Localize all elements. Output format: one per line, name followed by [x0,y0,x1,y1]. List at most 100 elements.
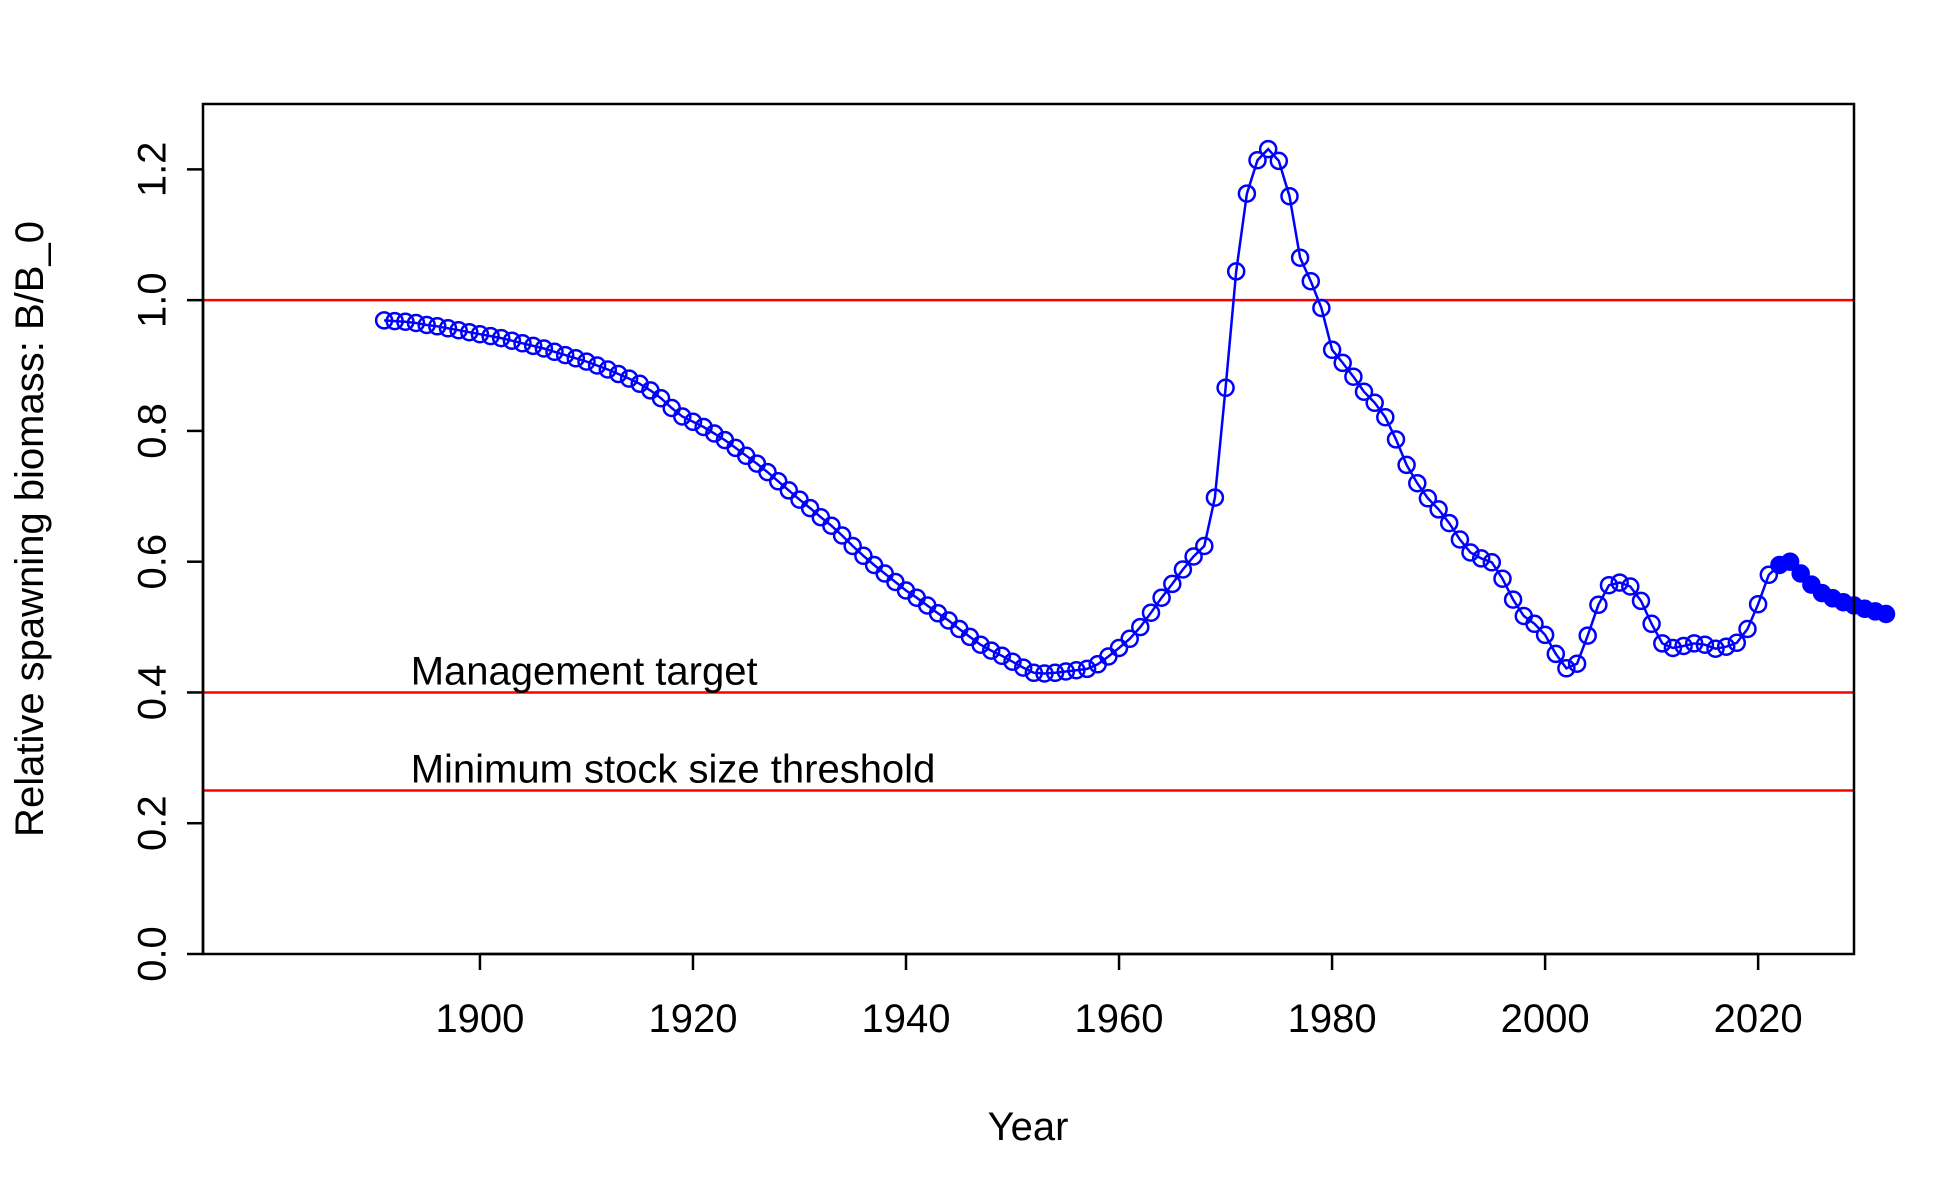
data-point [1333,353,1352,373]
data-point [1024,663,1044,683]
data-point [1344,367,1363,386]
data-point [1067,660,1086,680]
data-point [1184,547,1203,566]
data-point [1525,614,1544,634]
data-point [470,324,490,344]
data-point [1535,625,1555,645]
x-tick-label: 1920 [648,997,737,1041]
y-tick-label: 1.2 [131,142,175,198]
data-point [1653,634,1672,653]
axes: 1900 1920 1940 1960 1980 2000 2020 0.0 0.2 0.4 0.6… [131,142,1803,1041]
y-tick-label: 0.6 [131,534,175,590]
data-point [1599,575,1619,595]
data-point [1471,549,1491,568]
data-point [577,352,596,371]
data-point [1621,577,1640,596]
projection-point [1791,564,1810,583]
data-point [1141,603,1161,622]
data-point [1716,637,1736,656]
data-point [555,345,575,365]
data-point [374,311,394,330]
x-tick-label: 1900 [435,997,524,1041]
data-point [502,331,522,350]
data-point [1684,634,1704,653]
data-point [406,313,426,333]
data-point [683,412,703,432]
data-point [1045,663,1065,683]
data-point [385,311,404,331]
data-point [800,498,820,518]
data-point [513,334,532,353]
y-tick-label: 1.0 [131,272,175,328]
data-point [396,312,415,331]
data-point [491,328,511,348]
data-point [1131,617,1150,637]
data-point [1077,659,1097,679]
data-point [1429,500,1448,519]
y-axis-title: Relative spawning biomass: B/B_0 [8,221,52,837]
data-point [1216,378,1235,398]
x-tick-label: 1940 [862,997,951,1041]
data-point [1035,664,1054,683]
data-point [1205,488,1225,507]
projection-point [1780,552,1800,571]
data-point [758,462,777,482]
data-point [1163,574,1182,594]
data-point [428,317,447,336]
data-point [460,322,479,342]
data-point [1195,536,1214,556]
x-tick-label: 1980 [1288,997,1377,1041]
data-point [971,635,990,654]
data-point [1503,590,1523,609]
y-tick-label: 0.2 [131,795,175,851]
data-point [598,360,618,379]
data-point [417,315,436,335]
reference-line-label: Management target [411,649,758,693]
data-point [1589,595,1608,615]
data-point [1248,150,1267,170]
data-point [768,472,788,491]
data-point [1365,393,1384,413]
data-point [1546,644,1566,664]
data-point [1290,248,1310,267]
data-point [832,526,852,545]
data-point [1439,513,1459,533]
data-point [1354,382,1374,401]
data-point [523,336,543,356]
x-tick-label: 2020 [1714,997,1803,1041]
data-point [1269,151,1289,171]
data-point [1386,430,1406,449]
data-point [779,481,799,500]
y-tick-label: 0.4 [131,665,175,721]
data-point [843,536,862,556]
data-point [1013,658,1033,677]
data-point [1674,636,1693,656]
data-point [1258,139,1278,159]
data-point [449,320,468,340]
data-point [1610,573,1629,592]
data-point [822,516,841,535]
reference-line-label: Minimum stock size threshold [411,748,936,792]
data-point [1418,489,1438,508]
data-point [1301,271,1321,291]
data-point [1226,262,1246,281]
data-point [1152,588,1171,607]
data-point [1557,659,1576,678]
reference-lines: Management target Minimum stock size thre… [203,298,1854,792]
data-point [981,641,1001,660]
y-tick-label: 0.8 [131,403,175,459]
x-tick-label: 1960 [1075,997,1164,1041]
data-point [992,646,1012,666]
data-point [1109,638,1129,658]
data-point [651,388,671,408]
data-point [609,364,628,384]
biomass-line [384,147,1887,675]
data-point [545,342,564,362]
data-point [1056,662,1076,681]
data-series [374,139,1896,683]
data-point [481,326,500,346]
data-point [673,407,692,426]
data-point [1450,530,1470,549]
data-point [1237,184,1257,203]
data-point [1322,340,1342,360]
